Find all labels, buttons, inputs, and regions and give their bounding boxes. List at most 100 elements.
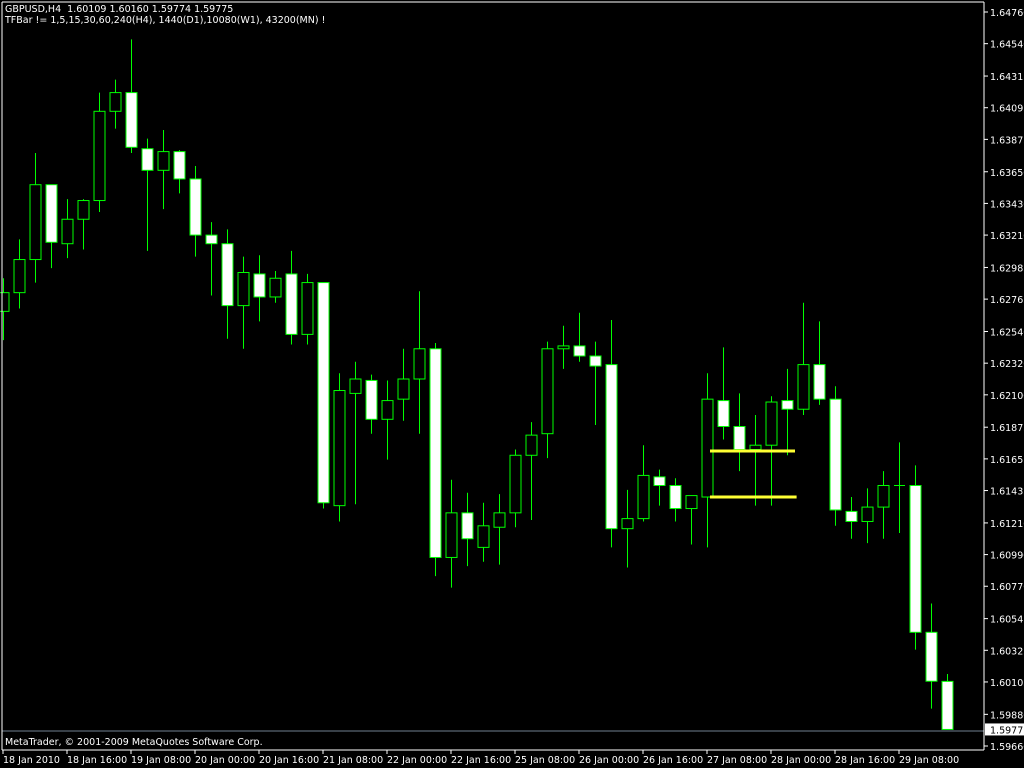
candle-body-bear [925,631,938,682]
candle [797,302,810,415]
candle-body-bull [493,512,506,528]
candle-body-bear [589,355,602,367]
candle [525,422,538,521]
candle [29,153,42,283]
candle [269,271,282,303]
candle [173,150,186,194]
candle [813,321,826,405]
candle-body-bull [157,151,170,171]
candle-body-bull [77,200,90,220]
candle [61,199,74,259]
candle [285,250,298,345]
price-tick-label: 1.63430 [990,199,1024,210]
candle-body-bear [573,345,586,357]
price-axis: 1.64760 1.64540 1.64315 1.64095 1.63875 1.636… [984,8,1024,753]
candle-body-bear [813,364,826,400]
candle [637,445,650,522]
candle-body-bull [877,485,890,508]
candle [894,442,905,533]
candle-body-bull [445,512,458,558]
candle [701,373,714,548]
candle-body-bear [669,485,682,510]
candle-body-bear [253,273,266,298]
candle-body-bull [397,378,410,400]
candle [237,256,250,349]
candle-body-bull [557,345,570,350]
candle-body-bull [13,259,26,294]
candle [589,341,602,426]
candle-body-bear [781,400,794,410]
candle [413,291,426,434]
candle [861,488,874,544]
candle [653,469,666,506]
time-tick-label: 22 Jan 16:00 [451,755,511,766]
candle-body-bear [285,273,298,335]
candle [333,373,346,522]
time-tick-label: 26 Jan 16:00 [643,755,703,766]
candle-body-bear [909,485,922,633]
candle-body-bull [93,110,106,202]
price-tick-label: 1.62985 [990,263,1024,274]
price-tick-label: 1.61210 [990,519,1024,530]
candle [125,39,138,154]
candle-body-bear [845,510,858,522]
price-tick-label: 1.60105 [990,678,1024,689]
candle [461,492,474,567]
candle-body-bear [605,364,618,530]
candle [397,348,410,421]
candle [317,282,330,509]
candle [429,343,442,577]
candle-body-bull [637,474,650,520]
candle [77,199,90,250]
symbol-info: GBPUSD,H4 1.60109 1.60160 1.59774 1.5977… [5,4,234,15]
candle-body-bull [109,92,122,112]
candle [877,471,890,539]
candle-body-bear [45,184,58,243]
price-tick-label: 1.59880 [990,710,1024,721]
candle [381,380,394,460]
current-price-label: 1.59775 [990,725,1024,736]
price-tick-label: 1.63650 [990,168,1024,179]
candle [941,674,954,730]
candle [909,465,922,650]
indicator-info: TFBar != 1,5,15,30,60,240(H4), 1440(D1),… [5,15,326,26]
candle [477,502,490,562]
price-tick-label: 1.60990 [990,551,1024,562]
time-axis: 18 Jan 2010 18 Jan 16:00 19 Jan 08:00 20 Ja… [2,750,959,766]
candle [829,386,842,526]
candle-body-bull [333,390,346,507]
price-tick-label: 1.62765 [990,295,1024,306]
price-tick-label: 1.64315 [990,72,1024,83]
price-tick-label: 1.63875 [990,135,1024,146]
candle [685,495,698,545]
candle [93,92,106,213]
price-tick-label: 1.60325 [990,646,1024,657]
time-tick-label: 20 Jan 00:00 [195,755,255,766]
candle-body-bull [237,271,250,307]
time-tick-label: 19 Jan 08:00 [131,755,191,766]
candle [541,341,554,459]
candle-body-bull [61,218,74,245]
time-tick-label: 29 Jan 08:00 [899,755,959,766]
candle-body-bull [413,348,426,380]
candle-body-bull [301,282,314,335]
candle-body-bear [365,379,378,420]
candle [445,479,458,588]
candle-body-bear [829,398,842,511]
candle-body-bull [269,277,282,298]
candle [253,255,266,322]
time-tick-label: 22 Jan 00:00 [387,755,447,766]
candle [141,138,154,251]
candle-body-bear [125,92,138,148]
candle [13,239,26,309]
candle [301,273,314,345]
candle [605,319,618,548]
candle [221,229,234,339]
candle-body-bull [0,292,10,312]
candle-body-bear [317,282,330,504]
time-tick-label: 18 Jan 2010 [3,755,60,766]
candle [621,489,634,568]
candle-body-bull [749,444,762,451]
